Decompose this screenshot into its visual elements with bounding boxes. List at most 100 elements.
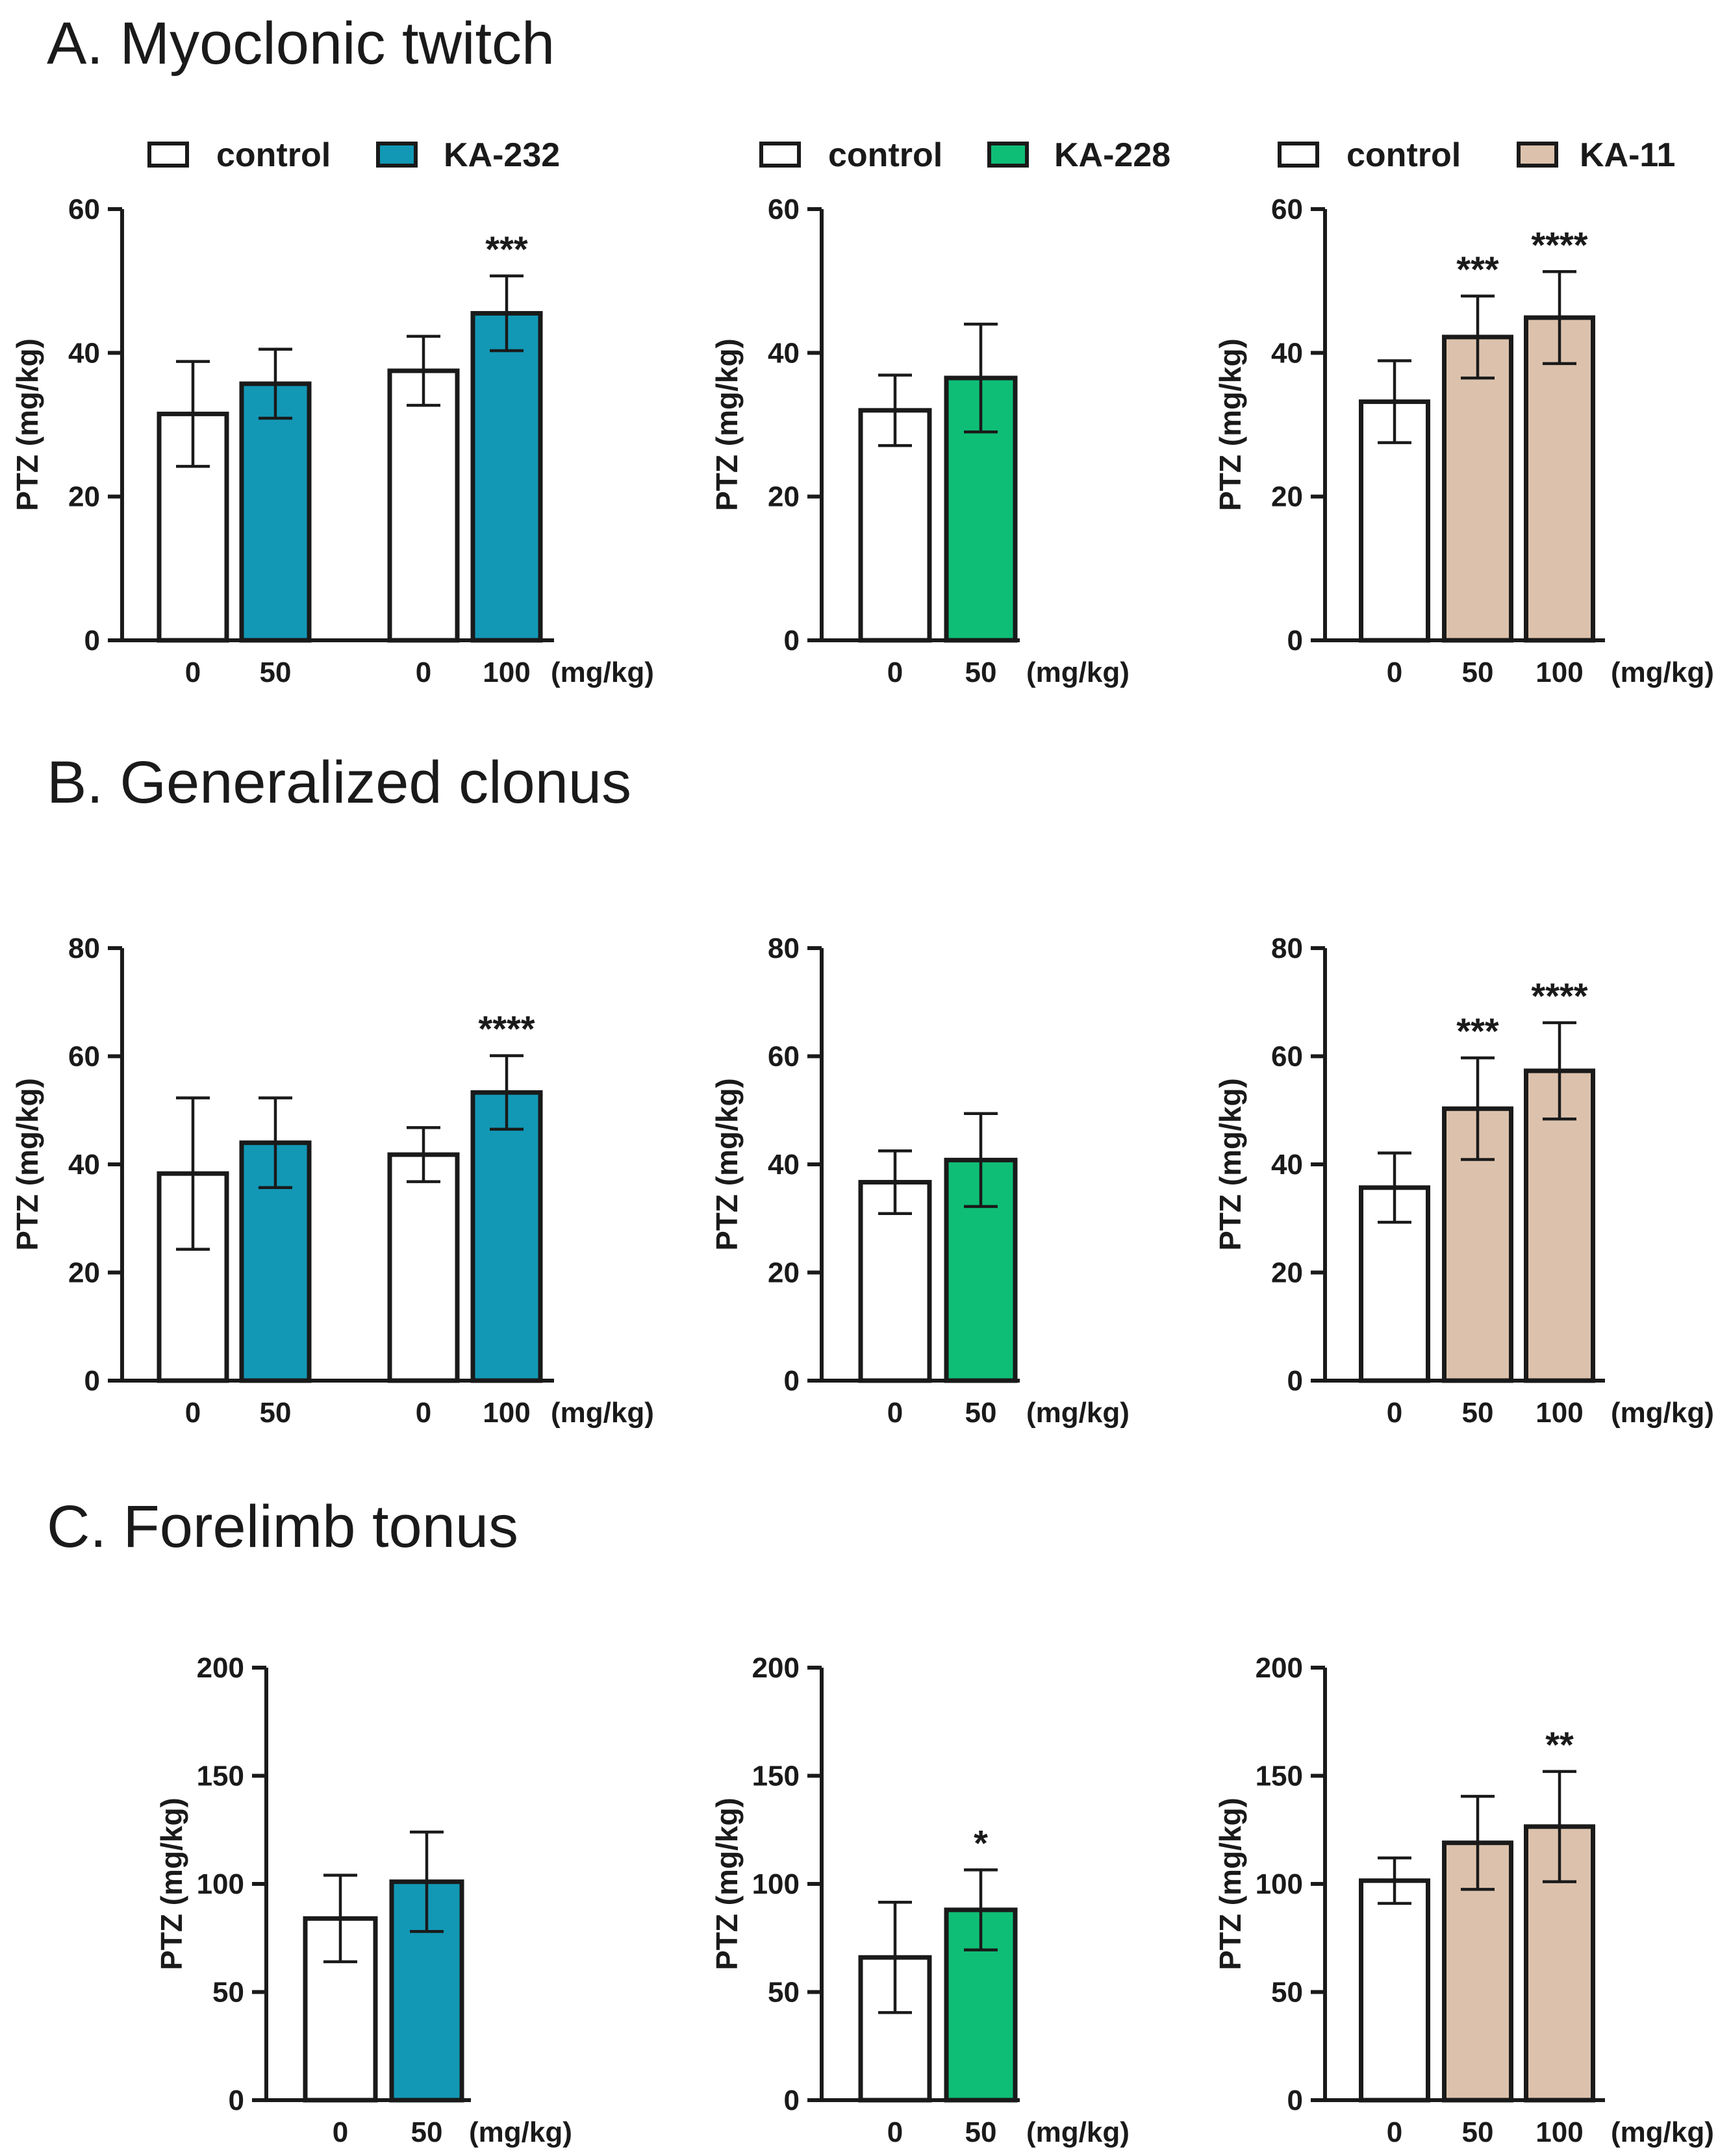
y-tick-label: 150 [197, 1761, 244, 1792]
x-tick-label: 100 [1535, 2116, 1583, 2148]
legend-label-control: control [216, 136, 331, 174]
y-tick-label: 20 [768, 481, 800, 513]
x-unit-label: (mg/kg) [1611, 1397, 1714, 1429]
y-tick-label: 0 [784, 625, 800, 657]
x-tick-label: 0 [416, 657, 431, 688]
x-tick-label: 50 [965, 657, 997, 688]
y-axis-label: PTZ (mg/kg) [710, 338, 744, 511]
chart-a3: 0 20 40 60 PTZ (mg/kg) 0 50 *** 100 **** (mg/kg) [1213, 194, 1714, 688]
bar-control [387, 368, 460, 643]
legend-swatch-ka-11 [1517, 142, 1558, 168]
y-tick-label: 50 [768, 1977, 800, 2009]
y-tick-label: 40 [1271, 1149, 1303, 1181]
y-tick-label: 60 [68, 194, 100, 225]
y-axis-label: PTZ (mg/kg) [1213, 1078, 1247, 1251]
y-tick-label: 150 [752, 1761, 800, 1792]
x-tick-label: 0 [185, 657, 201, 688]
bar-ka-232 [470, 310, 543, 643]
chart-a1: 0 20 40 60 PTZ (mg/kg) 0 50 0 100 *** (mg/kg) [10, 194, 654, 688]
x-unit-label: (mg/kg) [1611, 2116, 1714, 2148]
y-tick-label: 0 [84, 1365, 100, 1397]
y-tick-label: 150 [1256, 1761, 1303, 1792]
bar-control [157, 1171, 229, 1383]
legend-label-control: control [828, 136, 942, 174]
legend-swatch-ka-228 [987, 142, 1029, 168]
bar-control [858, 408, 932, 643]
chart-c2: 0 50 100 150 200 PTZ (mg/kg) 0 50 * (mg/kg) [710, 1652, 1130, 2148]
legend-swatch-control [147, 142, 189, 168]
legend-ka-228: control KA-228 [759, 136, 1170, 174]
x-tick-label: 50 [260, 657, 292, 688]
y-axis-label: PTZ (mg/kg) [1213, 1798, 1247, 1970]
y-tick-label: 80 [1271, 933, 1303, 964]
x-unit-label: (mg/kg) [551, 657, 654, 688]
y-tick-label: 100 [1256, 1868, 1303, 1900]
legend-label-ka-228: KA-228 [1054, 136, 1170, 174]
y-tick-label: 40 [768, 337, 800, 369]
section-title-b: B. Generalized clonus [47, 749, 631, 816]
bar-control [1359, 399, 1430, 643]
y-tick-label: 0 [1287, 2085, 1303, 2116]
y-tick-label: 50 [212, 1977, 244, 2009]
chart-a2: 0 20 40 60 PTZ (mg/kg) 0 50 (mg/kg) [710, 194, 1130, 688]
y-tick-label: 20 [68, 481, 100, 513]
y-tick-label: 40 [768, 1149, 800, 1181]
y-tick-label: 80 [68, 933, 100, 964]
bar-ka-11 [1442, 1106, 1513, 1383]
x-tick-label: 50 [1462, 2116, 1494, 2148]
y-tick-label: 20 [1271, 481, 1303, 513]
x-tick-label: 50 [965, 1397, 997, 1429]
y-tick-label: 60 [768, 1041, 800, 1073]
y-tick-label: 200 [1256, 1652, 1303, 1684]
legend-swatch-control [759, 142, 801, 168]
legend-swatch-ka-232 [376, 142, 418, 168]
legend-ka-232: control KA-232 [147, 136, 560, 174]
y-tick-label: 40 [1271, 337, 1303, 369]
x-tick-label: 0 [1387, 1397, 1402, 1429]
legend-ka-11: control KA-11 [1278, 136, 1675, 174]
significance-label: *** [1456, 249, 1499, 290]
significance-label: **** [1531, 224, 1587, 265]
x-tick-label: 100 [483, 657, 530, 688]
significance-label: *** [485, 229, 528, 270]
y-tick-label: 40 [68, 337, 100, 369]
y-tick-label: 200 [197, 1652, 244, 1684]
y-tick-label: 20 [1271, 1257, 1303, 1289]
y-tick-label: 100 [752, 1868, 800, 1900]
y-tick-label: 60 [68, 1041, 100, 1073]
x-tick-label: 0 [185, 1397, 201, 1429]
y-tick-label: 20 [68, 1257, 100, 1289]
legend-label-ka-11: KA-11 [1580, 136, 1675, 174]
section-title-a: A. Myoclonic twitch [47, 10, 555, 77]
x-unit-label: (mg/kg) [469, 2116, 572, 2148]
significance-label: ** [1545, 1724, 1574, 1765]
bar-ka-11 [1524, 315, 1595, 643]
x-unit-label: (mg/kg) [1026, 657, 1130, 688]
x-tick-label: 50 [1462, 1397, 1494, 1429]
x-unit-label: (mg/kg) [1026, 2116, 1130, 2148]
y-axis-label: PTZ (mg/kg) [710, 1078, 744, 1251]
x-tick-label: 0 [1387, 2116, 1402, 2148]
chart-b2: 0 20 40 60 80 PTZ (mg/kg) 0 50 (mg/kg) [710, 933, 1130, 1429]
x-tick-label: 100 [483, 1397, 530, 1429]
significance-label: **** [1531, 975, 1587, 1016]
y-tick-label: 20 [768, 1257, 800, 1289]
y-tick-label: 80 [768, 933, 800, 964]
x-tick-label: 100 [1535, 657, 1583, 688]
significance-label: **** [478, 1009, 535, 1049]
bar-control [1359, 1878, 1430, 2103]
x-tick-label: 0 [887, 657, 903, 688]
y-tick-label: 0 [229, 2085, 244, 2116]
y-tick-label: 40 [68, 1149, 100, 1181]
x-tick-label: 0 [416, 1397, 431, 1429]
y-tick-label: 100 [197, 1868, 244, 1900]
section-title-c: C. Forelimb tonus [47, 1494, 518, 1560]
x-unit-label: (mg/kg) [551, 1397, 654, 1429]
y-tick-label: 50 [1271, 1977, 1303, 2009]
bar-ka-232 [239, 381, 312, 643]
legend-swatch-control [1278, 142, 1319, 168]
y-tick-label: 0 [84, 625, 100, 657]
x-tick-label: 0 [887, 2116, 903, 2148]
y-axis-label: PTZ (mg/kg) [710, 1798, 744, 1970]
